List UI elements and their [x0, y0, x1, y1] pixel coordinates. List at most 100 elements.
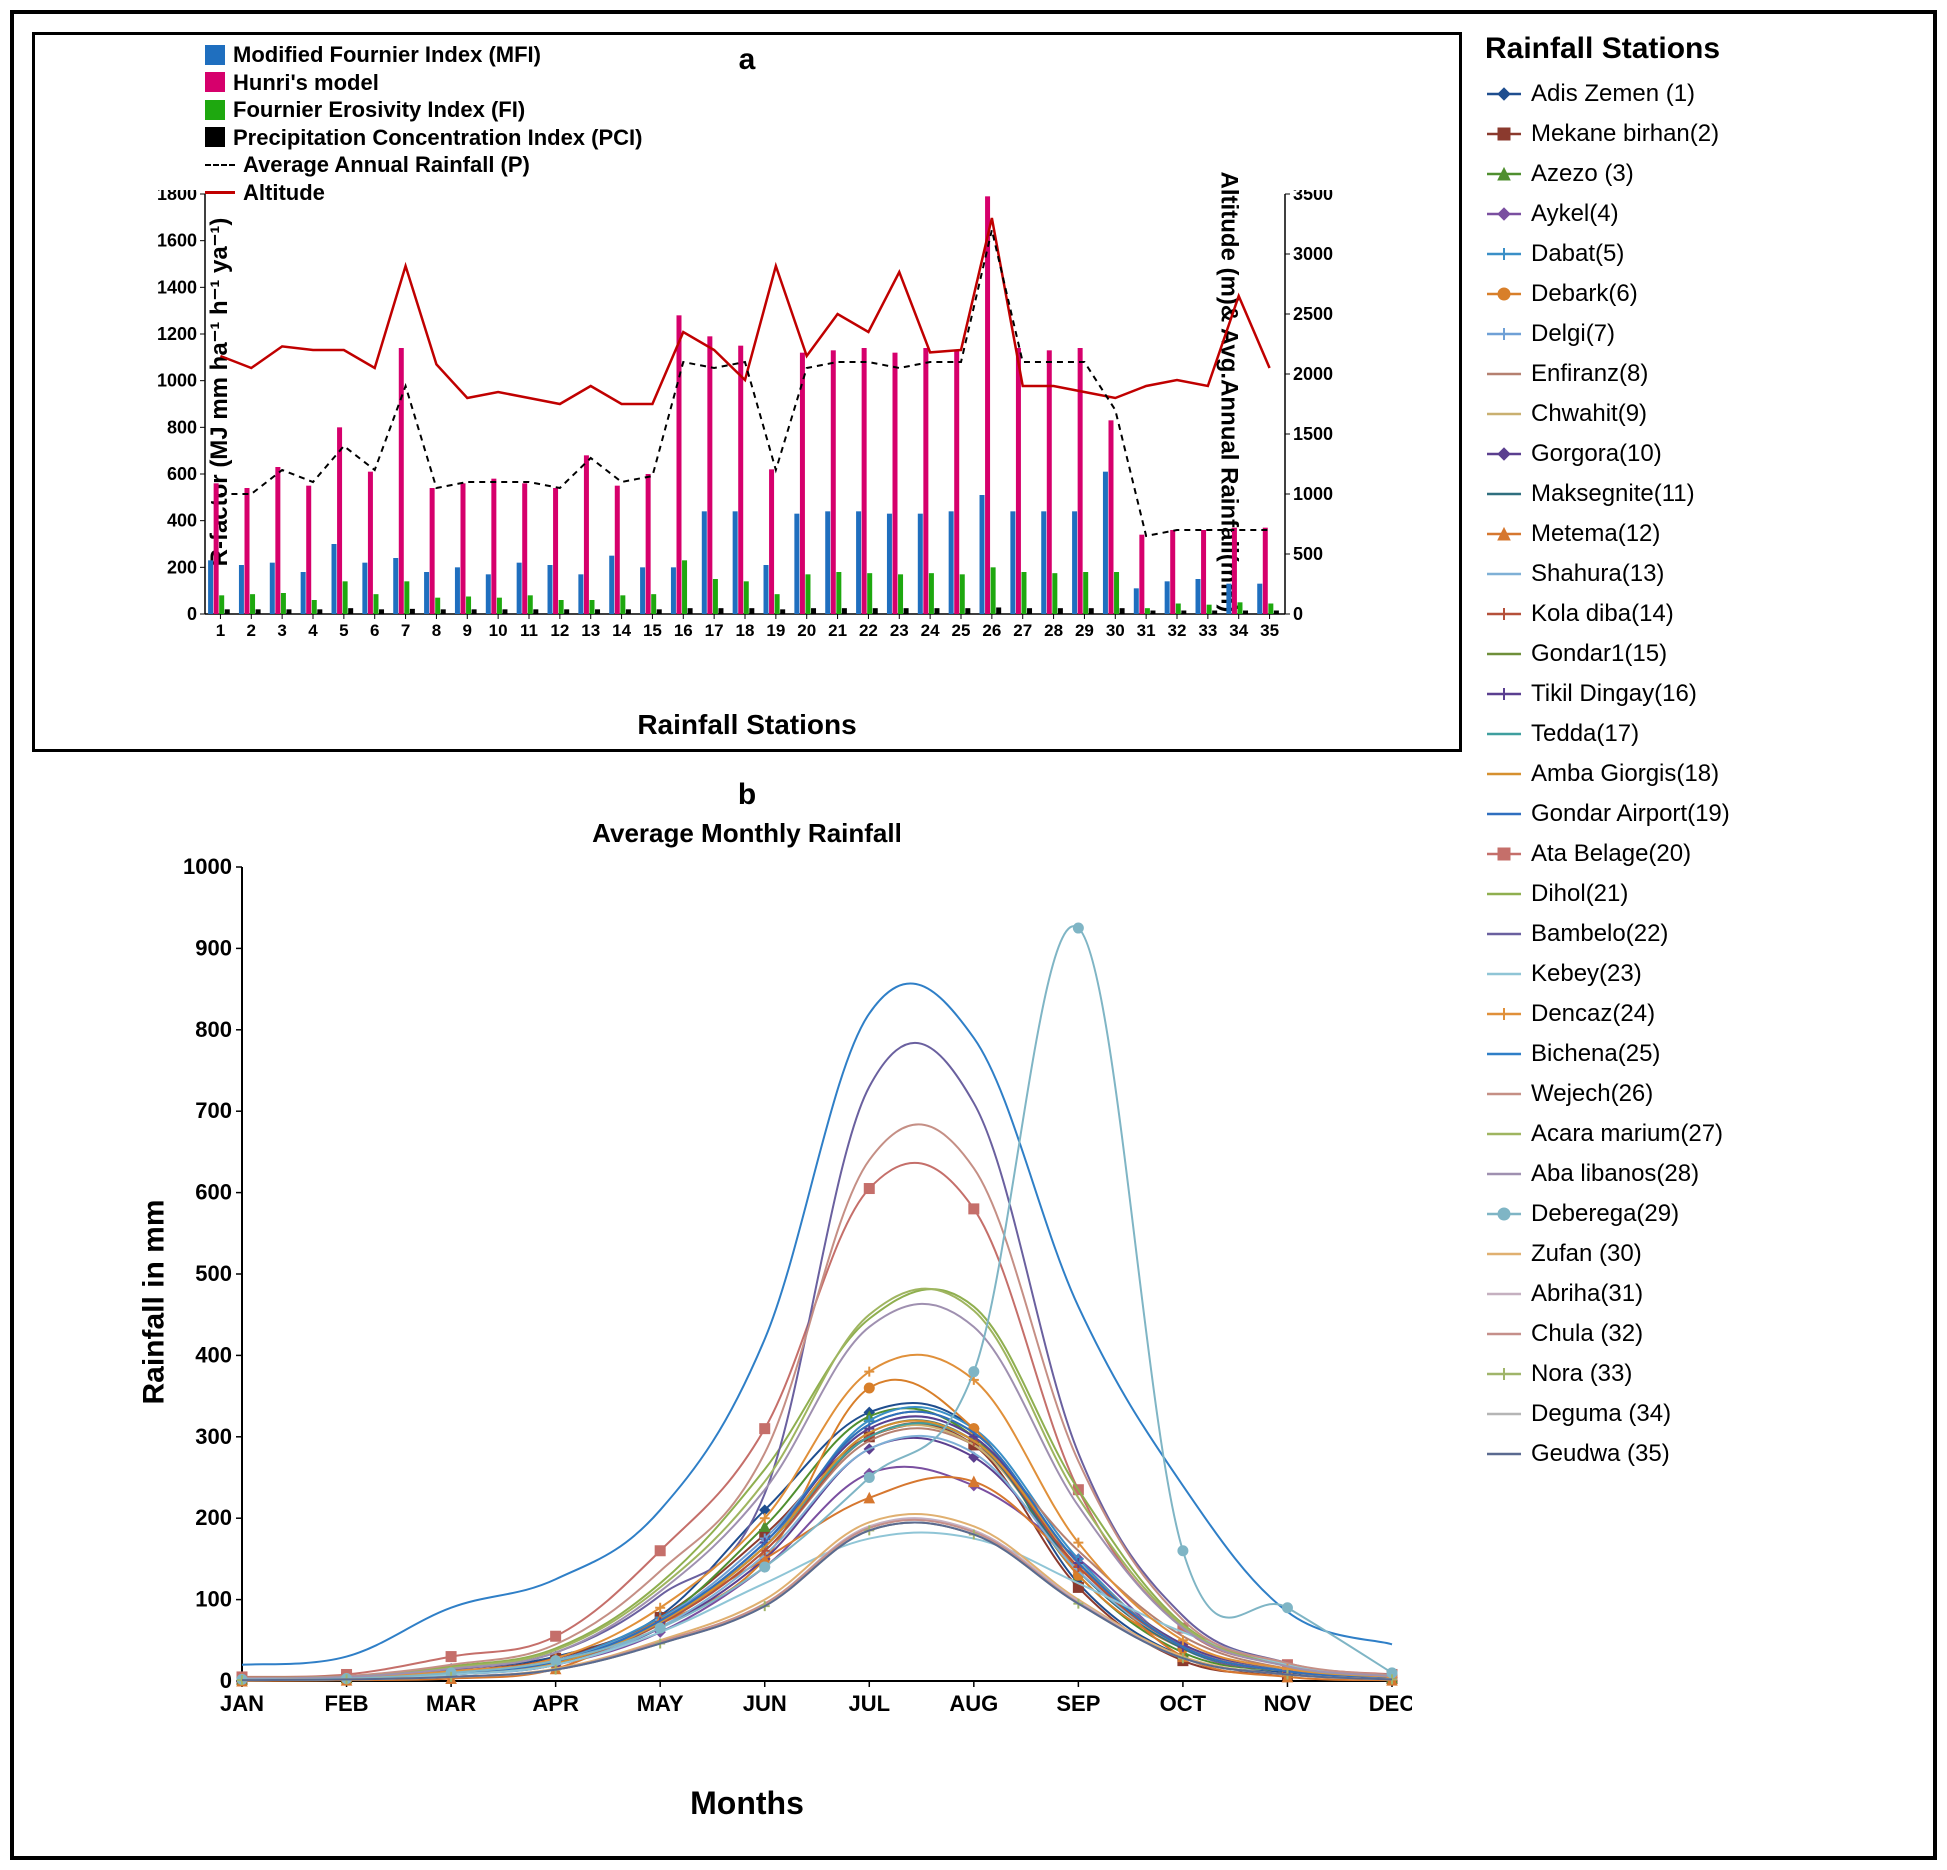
panel-b-label: b — [738, 778, 756, 812]
legend-avgp: Average Annual Rainfall (P) — [205, 151, 642, 179]
station-label: Deberega(29) — [1531, 1200, 1679, 1228]
legend-pci: Precipitation Concentration Index (PCI) — [205, 124, 642, 152]
figure-frame: a Modified Fournier Index (MFI) Hunri's … — [10, 10, 1937, 1860]
svg-text:14: 14 — [612, 621, 631, 640]
svg-text:9: 9 — [463, 621, 472, 640]
station-label: Amba Giorgis(18) — [1531, 760, 1719, 788]
station-row: Dabat(5) — [1485, 240, 1915, 268]
station-marker-icon — [1485, 1365, 1523, 1383]
svg-text:500: 500 — [195, 1261, 232, 1286]
station-row: Ata Belage(20) — [1485, 840, 1915, 868]
svg-text:17: 17 — [705, 621, 724, 640]
stations-title: Rainfall Stations — [1485, 32, 1915, 66]
station-label: Aykel(4) — [1531, 200, 1619, 228]
panel-a: a Modified Fournier Index (MFI) Hunri's … — [32, 32, 1462, 752]
svg-text:2: 2 — [247, 621, 256, 640]
station-row: Bambelo(22) — [1485, 920, 1915, 948]
svg-text:22: 22 — [859, 621, 878, 640]
svg-text:21: 21 — [828, 621, 847, 640]
svg-text:700: 700 — [195, 1098, 232, 1123]
station-marker-icon — [1485, 1085, 1523, 1103]
station-marker-icon — [1485, 1165, 1523, 1183]
svg-text:18: 18 — [736, 621, 755, 640]
station-row: Delgi(7) — [1485, 320, 1915, 348]
station-marker-icon — [1485, 725, 1523, 743]
svg-text:24: 24 — [921, 621, 940, 640]
svg-text:6: 6 — [370, 621, 379, 640]
svg-text:800: 800 — [195, 1017, 232, 1042]
svg-text:600: 600 — [167, 464, 197, 484]
station-row: Wejech(26) — [1485, 1080, 1915, 1108]
station-row: Maksegnite(11) — [1485, 480, 1915, 508]
legend-pci-label: Precipitation Concentration Index (PCI) — [233, 124, 642, 152]
svg-text:0: 0 — [1293, 604, 1303, 624]
station-row: Tikil Dingay(16) — [1485, 680, 1915, 708]
panel-b-xlabel: Months — [690, 1785, 804, 1822]
svg-text:3000: 3000 — [1293, 244, 1333, 264]
svg-text:33: 33 — [1198, 621, 1217, 640]
svg-text:30: 30 — [1106, 621, 1125, 640]
station-row: Abriha(31) — [1485, 1280, 1915, 1308]
svg-text:29: 29 — [1075, 621, 1094, 640]
station-label: Chwahit(9) — [1531, 400, 1647, 428]
station-marker-icon — [1485, 245, 1523, 263]
svg-text:APR: APR — [532, 1691, 579, 1716]
svg-text:3500: 3500 — [1293, 190, 1333, 204]
station-marker-icon — [1485, 605, 1523, 623]
station-row: Shahura(13) — [1485, 560, 1915, 588]
station-row: Deberega(29) — [1485, 1200, 1915, 1228]
station-label: Metema(12) — [1531, 520, 1660, 548]
station-marker-icon — [1485, 885, 1523, 903]
station-row: Gondar Airport(19) — [1485, 800, 1915, 828]
station-marker-icon — [1485, 1045, 1523, 1063]
station-marker-icon — [1485, 1125, 1523, 1143]
svg-text:35: 35 — [1260, 621, 1279, 640]
legend-hunri: Hunri's model — [205, 69, 642, 97]
svg-text:1800: 1800 — [157, 190, 197, 204]
station-marker-icon — [1485, 325, 1523, 343]
legend-avgp-label: Average Annual Rainfall (P) — [243, 151, 530, 179]
station-marker-icon — [1485, 845, 1523, 863]
svg-text:34: 34 — [1229, 621, 1248, 640]
svg-text:1400: 1400 — [157, 277, 197, 297]
station-label: Bambelo(22) — [1531, 920, 1668, 948]
station-label: Abriha(31) — [1531, 1280, 1643, 1308]
station-marker-icon — [1485, 965, 1523, 983]
station-label: Adis Zemen (1) — [1531, 80, 1695, 108]
station-marker-icon — [1485, 165, 1523, 183]
station-label: Wejech(26) — [1531, 1080, 1653, 1108]
panel-b-title: Average Monthly Rainfall — [592, 818, 902, 849]
station-label: Azezo (3) — [1531, 160, 1634, 188]
svg-text:13: 13 — [581, 621, 600, 640]
svg-text:25: 25 — [952, 621, 971, 640]
chart-a-svg: 0200400600800100012001400160018000500100… — [145, 190, 1345, 650]
station-marker-icon — [1485, 1405, 1523, 1423]
legend-fi: Fournier Erosivity Index (FI) — [205, 96, 642, 124]
chart-b-svg: 01002003004005006007008009001000JANFEBMA… — [172, 857, 1412, 1727]
dash-line-icon — [205, 164, 235, 166]
station-marker-icon — [1485, 645, 1523, 663]
svg-text:NOV: NOV — [1264, 1691, 1312, 1716]
station-marker-icon — [1485, 205, 1523, 223]
station-row: Mekane birhan(2) — [1485, 120, 1915, 148]
legend-fi-label: Fournier Erosivity Index (FI) — [233, 96, 525, 124]
swatch-hunri — [205, 72, 225, 92]
svg-text:16: 16 — [674, 621, 693, 640]
svg-text:1: 1 — [216, 621, 225, 640]
panel-b-ylabel: Rainfall in mm — [138, 1199, 172, 1404]
legend-mfi: Modified Fournier Index (MFI) — [205, 41, 642, 69]
station-marker-icon — [1485, 485, 1523, 503]
svg-text:AUG: AUG — [949, 1691, 998, 1716]
station-marker-icon — [1485, 1445, 1523, 1463]
station-label: Geudwa (35) — [1531, 1440, 1670, 1468]
station-label: Bichena(25) — [1531, 1040, 1660, 1068]
station-row: Azezo (3) — [1485, 160, 1915, 188]
svg-text:400: 400 — [195, 1342, 232, 1367]
station-row: Aykel(4) — [1485, 200, 1915, 228]
station-label: Kola diba(14) — [1531, 600, 1674, 628]
svg-text:FEB: FEB — [325, 1691, 369, 1716]
station-row: Metema(12) — [1485, 520, 1915, 548]
station-label: Ata Belage(20) — [1531, 840, 1691, 868]
station-marker-icon — [1485, 525, 1523, 543]
svg-text:31: 31 — [1137, 621, 1156, 640]
